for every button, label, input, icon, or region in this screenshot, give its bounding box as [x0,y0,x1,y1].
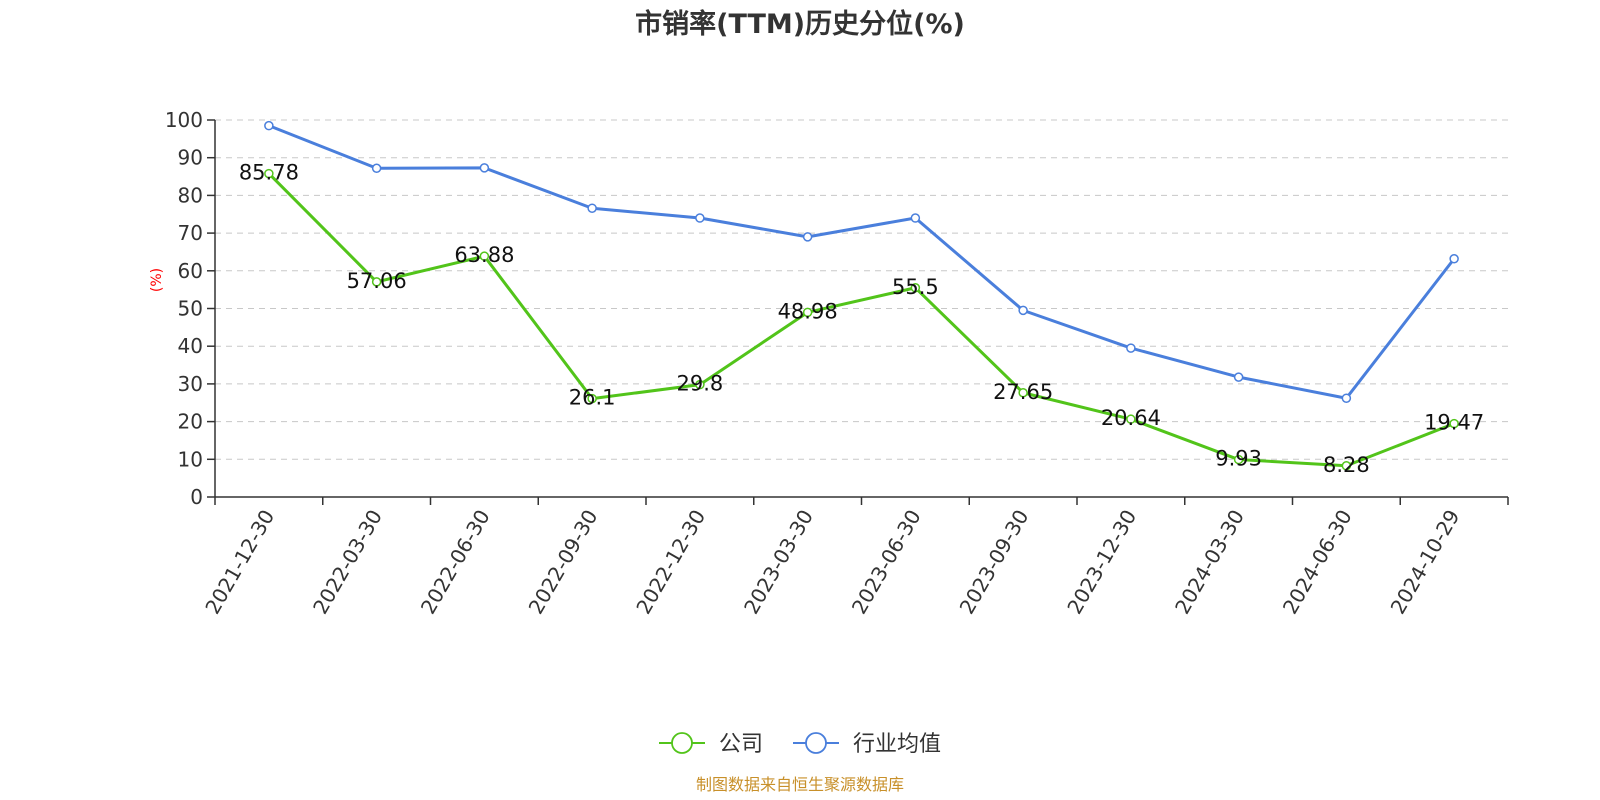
y-tick-label: 40 [178,334,203,358]
x-tick-label: 2022-09-30 [524,506,603,619]
data-point [264,120,274,131]
data-point [910,213,921,223]
data-label: 19.47 [1424,411,1484,435]
legend-marker [805,732,827,754]
legend-label: 公司 [719,732,763,757]
data-point [587,203,597,213]
data-point [479,163,490,173]
data-label: 20.64 [1101,406,1161,430]
axes: 0 10 20 30 40 50 60 70 80 90 100 2021-12-30 2022-03-… [165,108,1509,619]
y-tick-label: 30 [178,372,203,396]
legend-marker [671,732,693,754]
x-tick-label: 2024-06-30 [1278,506,1357,619]
legend-item-1[interactable]: 行业均值 [793,732,941,757]
series [264,120,1459,471]
data-label: 85.78 [239,161,299,185]
data-point [1341,461,1352,471]
data-point [1126,414,1136,424]
x-tick-label: 2023-09-30 [955,506,1034,619]
y-axis-label: (%) [149,268,165,292]
y-tick-label: 60 [178,259,203,283]
x-tick-label: 2022-03-30 [308,506,387,619]
y-tick-label: 100 [165,108,203,132]
source-note: 制图数据来自恒生聚源数据库 [696,775,904,794]
y-tick-label: 0 [190,485,203,509]
data-point [264,168,274,179]
legend-label: 行业均值 [853,732,941,757]
y-tick-label: 90 [178,146,203,170]
data-labels: 85.78 57.06 63.88 26.1 29.8 48.98 55.5 27.65 20.… [239,161,1484,477]
y-tick-label: 80 [178,183,203,207]
data-label: 27.65 [993,380,1053,404]
x-tick-label: 2023-06-30 [847,506,926,619]
data-point [1449,418,1459,429]
data-point [587,393,597,404]
x-tick-label: 2023-03-30 [739,506,818,619]
data-label: 8.28 [1323,453,1370,477]
x-tick-label: 2024-10-29 [1386,506,1465,619]
data-point [802,307,813,318]
data-point [1018,388,1028,398]
data-point [1449,253,1459,264]
data-point [1233,372,1244,382]
data-point [371,163,382,174]
data-point [695,213,705,223]
y-tick-label: 50 [178,297,203,321]
chart-title: 市销率(TTM)历史分位(%) [635,8,965,40]
data-label: 48.98 [778,299,838,323]
data-point [695,379,705,390]
data-point [910,283,921,293]
data-point [1341,393,1352,403]
data-label: 57.06 [347,269,407,293]
data-point [1018,305,1028,316]
data-label: 29.8 [676,372,723,396]
data-label: 26.1 [569,386,616,410]
x-tick-label: 2023-12-30 [1062,506,1141,619]
data-label: 9.93 [1215,447,1262,471]
data-label: 55.5 [892,275,939,299]
legend: 公司 行业均值 [659,732,941,757]
data-point [1126,343,1136,353]
y-tick-label: 70 [178,221,203,245]
data-label: 63.88 [454,243,514,267]
x-tick-label: 2022-12-30 [631,506,710,619]
y-tick-label: 20 [178,410,203,434]
series-line-0 [267,172,1455,468]
data-point [1233,454,1244,465]
x-tick-label: 2022-06-30 [416,506,495,619]
x-tick-label: 2024-03-30 [1170,506,1249,619]
series-line-1 [268,124,1456,400]
gridlines [215,119,1508,460]
data-point [802,232,813,242]
data-point [479,251,490,261]
y-tick-label: 10 [178,447,203,471]
x-tick-label: 2021-12-30 [200,506,279,619]
data-point [371,277,382,287]
legend-item-0[interactable]: 公司 [659,732,763,757]
